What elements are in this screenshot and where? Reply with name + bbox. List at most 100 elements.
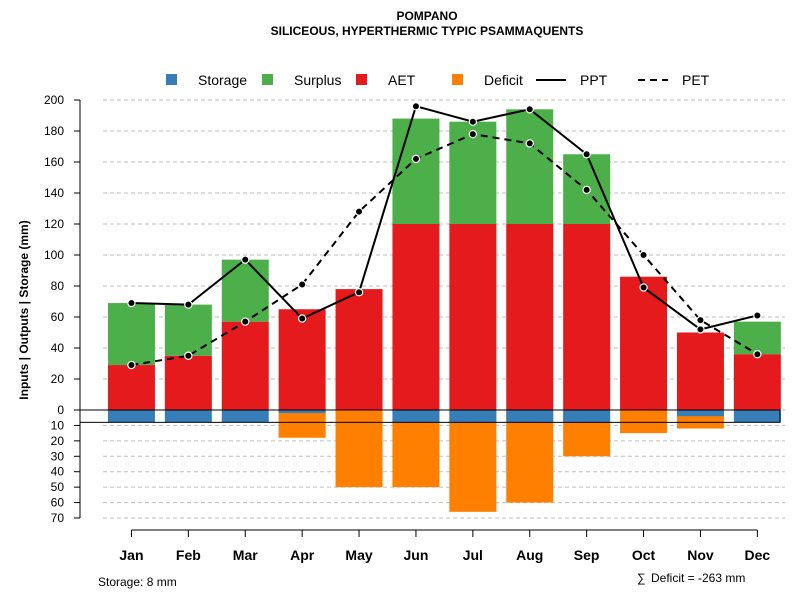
storage-bars [79, 409, 781, 423]
ppt-point-dec [753, 311, 762, 320]
month-label-nov: Nov [687, 547, 714, 563]
pet-point-feb [184, 351, 193, 360]
storage-note: Storage: 8 mm [98, 575, 177, 589]
month-label-jul: Jul [463, 547, 483, 563]
ppt-legend-label: PPT [580, 72, 608, 88]
aet-bar-feb [164, 355, 212, 410]
deficit-bar-jun [392, 410, 440, 488]
upper-y-tick-label-100: 100 [44, 248, 64, 262]
month-label-aug: Aug [516, 547, 543, 563]
surplus-bar-jun [392, 118, 440, 224]
lower-y-tick-label-10: 10 [51, 418, 65, 432]
ppt-point-mar [241, 255, 250, 264]
pet-point-dec [753, 350, 762, 359]
month-label-dec: Dec [745, 547, 771, 563]
upper-y-tick-label-140: 140 [44, 186, 64, 200]
surplus-bar-dec [733, 321, 781, 355]
aet-bar-jan [107, 365, 155, 410]
lower-y-tick-label-30: 30 [51, 449, 65, 463]
legend: Storage Surplus AET Deficit PPT PET [166, 72, 710, 88]
ppt-point-nov [696, 325, 705, 334]
aet-bar-may [335, 289, 383, 410]
month-label-sep: Sep [574, 547, 600, 563]
upper-y-tick-label-200: 200 [44, 93, 64, 107]
lower-y-tick-label-60: 60 [51, 496, 65, 510]
deficit-bar-oct [620, 410, 668, 434]
ppt-line [131, 104, 758, 331]
month-label-apr: Apr [290, 547, 315, 563]
pet-point-oct [639, 250, 648, 260]
lower-y-tick-label-70: 70 [51, 511, 65, 525]
deficit-legend-swatch [452, 74, 463, 85]
ppt-point-sep [582, 150, 591, 159]
pet-point-may [354, 207, 364, 216]
upper-y-tick-label-60: 60 [51, 310, 65, 324]
pet-point-apr [297, 280, 307, 289]
deficit-bar-jul [449, 410, 497, 512]
aet-bar-nov [676, 332, 724, 410]
surplus-legend-label: Surplus [294, 72, 341, 88]
aet-bar-dec [733, 354, 781, 410]
chart-subtitle: SILICEOUS, HYPERTHERMIC TYPIC PSAMMAQUEN… [271, 24, 584, 38]
pet-point-jun [411, 154, 421, 164]
sigma-symbol: ∑ [637, 571, 646, 585]
month-label-mar: Mar [233, 547, 258, 563]
upper-y-tick-label-120: 120 [44, 217, 64, 231]
aet-legend-label: AET [388, 72, 416, 88]
ppt-point-jan [127, 298, 136, 308]
storage-bar-jun [392, 410, 440, 423]
storage-bar-apr [278, 410, 326, 414]
ppt-point-jun [411, 101, 421, 111]
upper-y-tick-label-40: 40 [51, 341, 65, 355]
pet-point-sep [582, 185, 591, 195]
upper-y-tick-label-20: 20 [51, 372, 65, 386]
surplus-bar-jul [449, 121, 497, 224]
surplus-bar-feb [164, 304, 212, 356]
month-label-may: May [345, 547, 372, 563]
pet-line [131, 133, 758, 367]
pet-point-nov [696, 315, 705, 325]
ppt-point-oct [639, 283, 648, 292]
pet-point-mar [241, 317, 250, 326]
storage-bar-feb [164, 410, 212, 423]
deficit-total-note: Deficit = -263 mm [651, 571, 745, 585]
lower-y-tick-label-20: 20 [51, 434, 65, 448]
upper-y-tick-label-80: 80 [51, 279, 65, 293]
storage-bar-jul [449, 410, 497, 423]
ppt-point-may [354, 288, 364, 297]
aet-bar-sep [563, 224, 611, 410]
pet-point-jan [127, 360, 136, 370]
aet-bar-jul [449, 224, 497, 410]
lower-y-tick-label-50: 50 [51, 480, 65, 494]
upper-y-tick-label-160: 160 [44, 155, 64, 169]
storage-bar-jan [107, 410, 155, 423]
month-label-oct: Oct [632, 547, 656, 563]
aet-legend-swatch [356, 74, 367, 85]
upper-y-tick-label-180: 180 [44, 124, 64, 138]
axes: 0204060801001201401601802001020304050607… [44, 93, 770, 563]
surplus-bar-jan [107, 303, 155, 366]
aet-bar-apr [278, 309, 326, 410]
bars [107, 109, 781, 512]
aet-bar-jun [392, 224, 440, 410]
month-label-jan: Jan [119, 547, 143, 563]
upper-y-tick-label-0: 0 [57, 403, 64, 417]
surplus-bar-aug [506, 109, 554, 224]
storage-bar-sep [563, 410, 611, 423]
aet-bar-aug [506, 224, 554, 410]
ppt-point-apr [297, 314, 307, 323]
series-lines [127, 101, 762, 370]
storage-bar-mar [221, 410, 269, 423]
ppt-point-feb [184, 300, 193, 309]
month-label-jun: Jun [404, 547, 429, 563]
storage-bar-dec [733, 410, 781, 423]
surplus-bar-mar [221, 259, 269, 322]
lower-y-tick-label-40: 40 [51, 465, 65, 479]
pet-legend-label: PET [682, 72, 710, 88]
grid-lines [103, 99, 785, 519]
deficit-bar-apr [278, 410, 326, 438]
storage-legend-swatch [166, 74, 177, 85]
deficit-legend-label: Deficit [484, 72, 523, 88]
pet-point-aug [525, 139, 534, 148]
